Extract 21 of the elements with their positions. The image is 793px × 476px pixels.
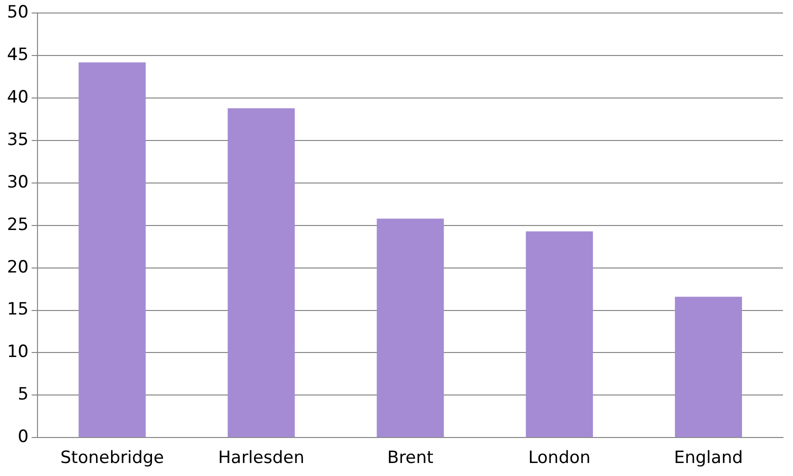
y-tick-label: 0 [18,427,29,448]
x-tick-label: London [528,448,591,468]
bar [376,218,444,438]
y-tick-label: 15 [6,300,29,320]
y-tick-label: 40 [6,88,29,108]
y-tick-label: 10 [6,342,29,362]
y-tick-label: 25 [6,214,29,235]
bar [526,231,593,438]
y-tick-label: 5 [18,384,29,405]
bar [674,296,742,438]
x-tick-label: Stonebridge [60,448,164,468]
x-tick-label: Harlesden [218,448,304,468]
x-tick-label: Brent [387,448,434,468]
y-tick-label: 20 [6,257,29,278]
x-tick-label: England [674,448,743,468]
y-tick-label: 45 [6,45,29,66]
y-tick-label: 30 [6,172,29,192]
bar [78,62,146,438]
y-tick-label: 50 [6,2,29,23]
y-tick-label: 35 [6,130,29,150]
bar [228,108,295,438]
